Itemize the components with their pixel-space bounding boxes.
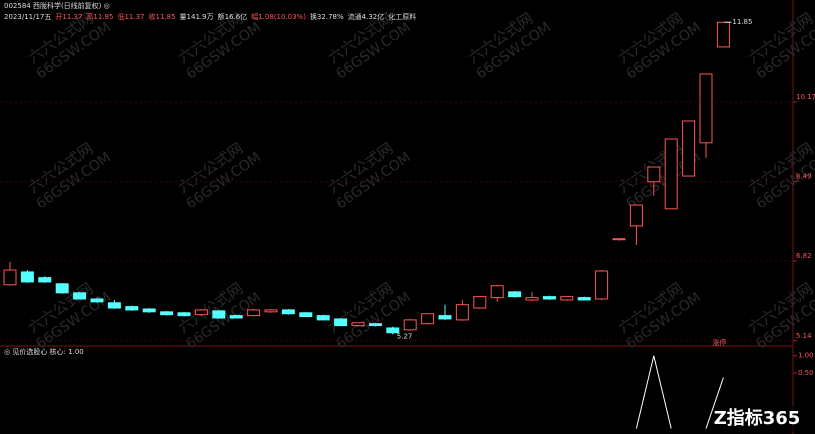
candle-body (629, 204, 643, 227)
candle-body (351, 322, 365, 327)
candle-body (386, 327, 400, 334)
candle-body (264, 309, 278, 313)
candle-body (368, 323, 382, 327)
candle-body (473, 296, 487, 309)
indicator-annotation: 涨停 (712, 338, 726, 347)
candle-body (299, 312, 313, 318)
header-field: 收11.85 (149, 12, 176, 21)
y-tick-label: 8.49 (796, 173, 812, 181)
header-field: 换32.78% (310, 12, 344, 21)
candle-body (247, 309, 261, 317)
y-tick-label: 6.82 (796, 252, 812, 260)
candle-body (577, 297, 591, 301)
logo: Z指标365 (714, 407, 801, 429)
indicator-tick-label: 1.00 (798, 352, 814, 360)
candle-body (194, 309, 208, 316)
candle-body (160, 311, 174, 316)
y-tick-label: 5.14 (796, 332, 812, 340)
candle-body (177, 312, 191, 317)
candle-body (334, 318, 348, 327)
high-label: 11.85 (732, 18, 752, 26)
candle-body (90, 298, 104, 303)
candle-body (682, 120, 696, 177)
header-field: 量141.9万 (180, 13, 214, 21)
candle-body (38, 277, 52, 283)
candle-body (508, 291, 522, 298)
candle-body (716, 21, 730, 48)
candle-body (455, 304, 469, 321)
header-field: 幅1.08(10.03%) (251, 12, 306, 21)
candle-body (699, 73, 713, 144)
candle-body (55, 283, 69, 294)
candle-body (647, 166, 661, 183)
candle-body (229, 315, 243, 319)
candle-body (490, 285, 504, 299)
header-field: 2023/11/17五 (4, 13, 51, 21)
candle-body (438, 315, 452, 320)
candle-body (73, 292, 87, 300)
candle-body (542, 296, 556, 300)
indicator-title: ◎ 见价选股心 核心: 1.00 (4, 347, 84, 356)
candle-body (125, 306, 139, 311)
header-field: 高11.85 (86, 12, 113, 21)
header-field: 额16.6亿 (218, 12, 248, 21)
candle-body (525, 297, 539, 301)
header-field: 低11.37 (117, 12, 144, 21)
candle-body (560, 296, 574, 301)
candle-body (212, 310, 226, 319)
candle-body (316, 315, 330, 321)
candle-body (20, 271, 34, 283)
candle-body (281, 309, 295, 315)
low-label: 5.27 (397, 333, 413, 341)
candle-body (664, 138, 678, 210)
logo-bg (700, 406, 812, 432)
stock-title: 002584 西陇科学(日线前复权) ◎ (4, 1, 110, 10)
indicator-tick-label: 0.50 (798, 369, 814, 377)
candle-body (107, 302, 121, 309)
candle-body (142, 308, 156, 313)
candle-body (403, 319, 417, 331)
candle-body (3, 269, 17, 286)
header-field: 开11.37 (55, 13, 82, 21)
y-tick-label: 10.17 (796, 93, 815, 101)
header-field: 流通4.32亿 (348, 12, 385, 21)
indicator-line (635, 355, 724, 429)
header-field: 化工原料 (388, 12, 416, 21)
candle-body (595, 270, 609, 300)
candle-body (612, 238, 626, 241)
candle-body (421, 313, 435, 325)
